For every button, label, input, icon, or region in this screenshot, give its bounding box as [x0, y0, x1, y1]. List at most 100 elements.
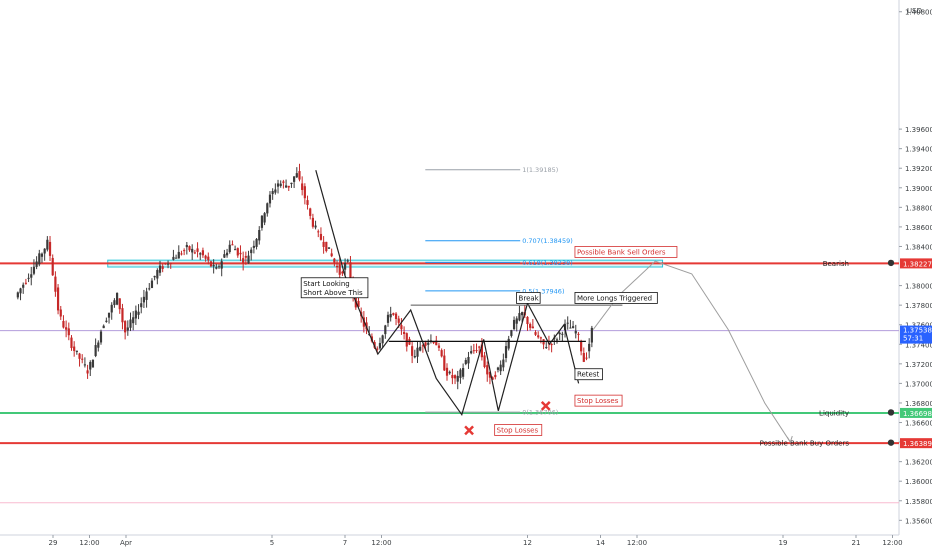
- candle-body: [437, 345, 441, 348]
- candle-body: [462, 368, 465, 377]
- sell-orders-label-text: Possible Bank Sell Orders: [577, 248, 666, 256]
- candle-body: [413, 355, 416, 358]
- candle-body: [126, 327, 129, 331]
- candle-body: [585, 357, 588, 359]
- candle-body: [161, 266, 164, 269]
- candle-body: [177, 251, 180, 259]
- candle-body: [110, 304, 113, 313]
- x-tick-label: 29: [49, 539, 58, 547]
- candle-body: [284, 185, 288, 188]
- fib-label-3: 0.5(1.37946): [522, 287, 564, 295]
- candle-body: [188, 246, 191, 251]
- candle-body: [196, 248, 199, 252]
- y-tick-label: 1.38600: [905, 224, 932, 232]
- x-tick-label: 7: [343, 539, 347, 547]
- candle-body: [99, 331, 103, 343]
- candle-body: [507, 338, 510, 349]
- candle-body: [19, 288, 22, 294]
- candle-body: [376, 348, 379, 350]
- candle-body: [510, 330, 513, 336]
- candle-body: [432, 342, 435, 344]
- level-tag-0: [900, 258, 932, 269]
- candle-body: [301, 183, 304, 190]
- level-value-0: 1.38227: [903, 260, 932, 268]
- candle-body: [193, 252, 196, 254]
- candle-body: [276, 183, 280, 187]
- candle-body: [545, 346, 548, 349]
- candle-body: [311, 217, 314, 227]
- candle-body: [174, 257, 178, 259]
- candle-body: [22, 284, 25, 288]
- candle-body: [234, 249, 237, 251]
- candle-body: [145, 291, 148, 300]
- candle-body: [322, 241, 325, 247]
- candle-body: [416, 347, 419, 357]
- candle-body: [453, 375, 457, 379]
- level-name-1: Liquidity: [819, 409, 849, 417]
- candle-body: [48, 241, 52, 256]
- candle-body: [252, 245, 255, 248]
- candle-body: [306, 200, 309, 205]
- candle-body: [424, 342, 427, 346]
- candle-body: [35, 261, 38, 267]
- break-label-text: Break: [519, 294, 540, 302]
- candle-body: [231, 244, 234, 246]
- candle-body: [132, 317, 135, 324]
- candle-body: [539, 337, 542, 339]
- x-tick-label: Apr: [120, 539, 132, 547]
- candle-body: [341, 271, 344, 274]
- candle-body: [266, 203, 269, 214]
- candle-body: [419, 346, 422, 351]
- y-tick-label: 1.37000: [905, 380, 932, 388]
- candle-body: [153, 275, 156, 278]
- candle-body: [381, 335, 384, 344]
- candle-body: [397, 318, 400, 323]
- y-tick-label: 1.39400: [905, 146, 932, 154]
- candle-body: [394, 313, 398, 319]
- candle-body: [94, 345, 97, 356]
- candle-body: [529, 324, 532, 328]
- candle-body: [421, 345, 424, 347]
- fib-label-4: 0(1.36706): [522, 409, 558, 417]
- candle-body: [314, 225, 317, 228]
- candle-body: [577, 333, 580, 335]
- candle-body: [494, 374, 497, 378]
- level-name-2: Possible Bank Buy Orders: [760, 440, 850, 448]
- candle-body: [228, 244, 231, 253]
- candle-body: [239, 252, 242, 255]
- x-tick-label: 19: [779, 539, 788, 547]
- level-dot-1: [887, 409, 895, 416]
- fib-label-2: 0.618(1.38238): [522, 259, 573, 267]
- y-tick-label: 1.36000: [905, 478, 932, 486]
- break-label-box: [516, 292, 541, 304]
- candle-body: [456, 375, 459, 382]
- stop-losses-label-2-box: [494, 424, 543, 436]
- candle-body: [217, 266, 221, 268]
- candle-body: [121, 308, 124, 323]
- current-price-tag: [900, 325, 932, 344]
- candle-body: [199, 253, 202, 255]
- x-tick-label: 12:00: [79, 539, 99, 547]
- candle-body: [115, 292, 119, 305]
- candle-body: [290, 182, 293, 185]
- candle-body: [343, 262, 347, 270]
- candle-body: [574, 330, 577, 334]
- candle-body: [590, 327, 593, 343]
- candle-body: [566, 322, 569, 324]
- candle-body: [588, 343, 591, 352]
- candle-body: [287, 185, 290, 188]
- candle-body: [293, 176, 296, 182]
- candle-body: [571, 326, 575, 328]
- y-tick-label: 1.39200: [905, 165, 932, 173]
- candle-body: [83, 364, 86, 366]
- candle-body: [298, 171, 301, 180]
- candle-body: [561, 333, 564, 335]
- candle-body: [317, 231, 320, 233]
- candle-body: [105, 320, 108, 322]
- candle-body: [89, 362, 92, 370]
- candle-body: [97, 342, 100, 348]
- level-dot-0: [887, 259, 895, 267]
- candle-body: [295, 173, 298, 178]
